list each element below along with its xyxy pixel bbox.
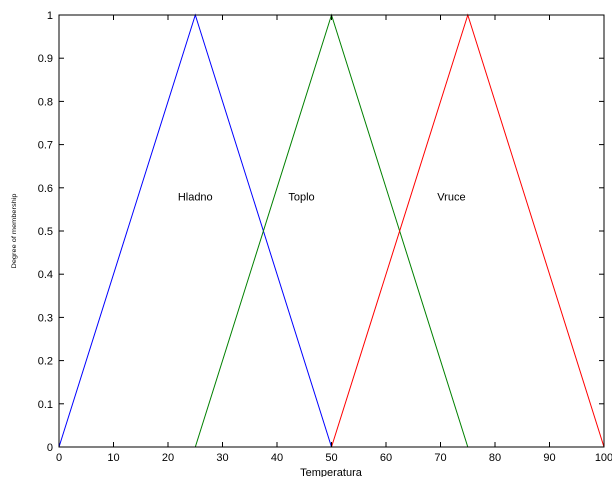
y-tick-label: 0.2 <box>38 356 53 368</box>
plot-frame <box>58 14 605 448</box>
x-tick-label: 60 <box>380 452 392 464</box>
y-tick-label: 0.5 <box>38 226 53 238</box>
x-tick-label: 80 <box>489 452 501 464</box>
series-line-toplo <box>59 13 604 448</box>
x-tick-label: 50 <box>325 452 337 464</box>
y-tick-label: 0.3 <box>38 312 53 324</box>
x-tick-label: 20 <box>162 452 174 464</box>
axes-layer: 0 10 20 30 40 50 60 70 80 90 100 0 0.1 0.2 0.3 0.4 0.5 0.… <box>38 10 612 464</box>
y-tick-label: 0.9 <box>38 53 53 65</box>
y-tick-label: 0.4 <box>38 269 53 281</box>
y-tick-label: 0 <box>47 442 53 454</box>
x-tick-label: 10 <box>107 452 119 464</box>
membership-label-toplo: Toplo <box>288 191 314 203</box>
labels-layer: Hladno Toplo Vruce <box>178 191 466 203</box>
y-axis-label: Degree of membership <box>12 193 18 269</box>
membership-label-vruce: Vruce <box>437 191 465 203</box>
membership-label-hladno: Hladno <box>178 191 213 203</box>
series-line-hladno <box>58 13 604 448</box>
x-axis-label: Temperatura <box>300 467 363 477</box>
x-tick-label: 0 <box>56 452 62 464</box>
y-tick-label: 1 <box>47 10 53 22</box>
series-layer <box>58 13 605 448</box>
y-tick-label: 0.8 <box>38 96 53 108</box>
x-tick-label: 90 <box>543 452 555 464</box>
x-tick-label: 100 <box>595 452 612 464</box>
y-tick-label: 0.1 <box>38 399 53 411</box>
x-tick-label: 70 <box>434 452 446 464</box>
x-tick-label: 30 <box>216 452 228 464</box>
series-line-vruce <box>59 13 605 448</box>
y-tick-label: 0.6 <box>38 183 53 195</box>
y-tick-label: 0.7 <box>38 140 53 152</box>
x-tick-label: 40 <box>271 452 283 464</box>
